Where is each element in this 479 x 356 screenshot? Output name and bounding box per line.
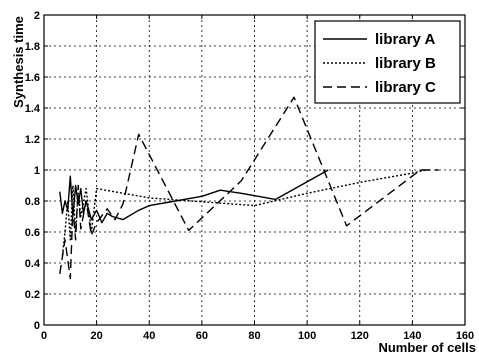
series-lines <box>59 96 439 280</box>
series-line-library-b <box>61 169 426 256</box>
x-tick-label: 0 <box>41 330 47 342</box>
tick-labels: 0 20 40 60 80 100 120 140 160 0 0.2 0.4 0.6 0.8 1 1.2 1.… <box>25 10 474 342</box>
legend: library A library B library C <box>314 20 461 104</box>
y-tick-label: 1 <box>34 165 40 177</box>
x-tick-label: 80 <box>248 330 260 342</box>
y-tick-label: 1.4 <box>25 103 41 115</box>
x-tick-label: 160 <box>456 330 474 342</box>
y-tick-label: 0.4 <box>25 258 41 270</box>
series-line-library-a <box>59 169 329 224</box>
legend-label: library A <box>375 31 435 48</box>
x-tick-label: 100 <box>298 330 316 342</box>
x-tick-label: 20 <box>91 330 103 342</box>
x-tick-label: 140 <box>403 330 421 342</box>
y-axis-label: Synthesis time <box>11 16 26 108</box>
x-tick-label: 40 <box>143 330 155 342</box>
y-tick-label: 1.2 <box>25 134 40 146</box>
y-tick-label: 1.8 <box>25 41 40 53</box>
axes <box>43 14 466 326</box>
x-axis-label: Number of cells <box>378 340 476 355</box>
y-tick-label: 0.8 <box>25 196 40 208</box>
legend-box <box>314 20 461 104</box>
series-line-library-c <box>59 96 439 280</box>
legend-label: library C <box>375 79 436 96</box>
y-tick-label: 2 <box>34 10 40 22</box>
x-tick-label: 60 <box>196 330 208 342</box>
y-tick-label: 0.6 <box>25 227 40 239</box>
y-tick-label: 1.6 <box>25 72 40 84</box>
plot-frame <box>43 14 466 326</box>
y-tick-label: 0 <box>34 320 40 332</box>
legend-label: library B <box>375 55 436 72</box>
x-tick-label: 120 <box>351 330 369 342</box>
y-tick-label: 0.2 <box>25 289 40 301</box>
